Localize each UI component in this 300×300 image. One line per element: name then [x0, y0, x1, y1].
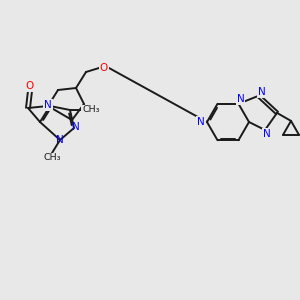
Text: N: N	[263, 129, 271, 139]
Text: O: O	[100, 63, 108, 73]
Text: N: N	[44, 100, 52, 110]
Text: O: O	[26, 81, 34, 91]
Text: N: N	[72, 122, 80, 132]
Text: N: N	[197, 117, 205, 127]
Text: CH₃: CH₃	[43, 154, 61, 163]
Text: N: N	[237, 94, 244, 104]
Text: N: N	[258, 87, 266, 97]
Text: N: N	[56, 135, 64, 145]
Text: CH₃: CH₃	[82, 106, 100, 115]
